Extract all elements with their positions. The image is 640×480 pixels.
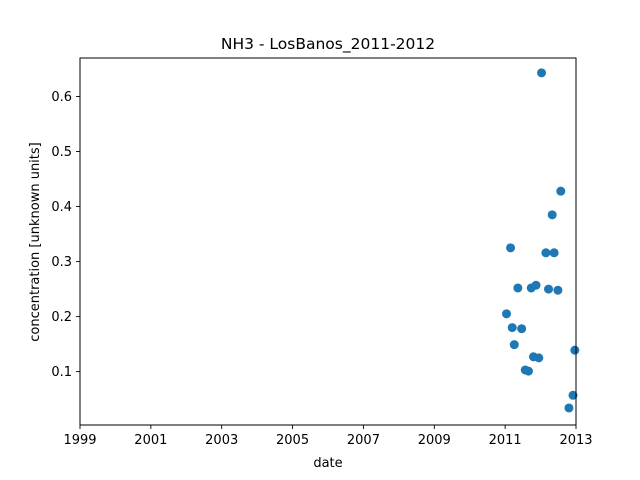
data-point	[531, 280, 541, 290]
data-point	[507, 323, 517, 333]
x-tick-label: 2005	[276, 433, 309, 448]
data-point	[502, 309, 512, 319]
x-tick-label: 1999	[63, 433, 96, 448]
x-tick-label: 2013	[559, 433, 592, 448]
data-point	[570, 345, 580, 355]
y-axis-label: concentration [unknown units]	[28, 142, 43, 341]
y-tick-label: 0.5	[51, 145, 72, 160]
plot-area: 1999 2001 2003 2005 2007 2009 2011 2013 0.1 0.2 0.…	[51, 57, 593, 448]
x-tick-label: 2011	[489, 433, 522, 448]
axes-frame	[79, 57, 577, 426]
data-point	[523, 366, 533, 376]
data-point	[556, 186, 566, 196]
data-point	[513, 283, 523, 293]
y-tick-label: 0.6	[51, 90, 72, 105]
chart-title: NH3 - LosBanos_2011-2012	[221, 35, 435, 54]
data-point	[564, 403, 574, 413]
y-tick-label: 0.1	[51, 365, 72, 380]
y-tick-label: 0.2	[51, 310, 72, 325]
y-tick-label: 0.3	[51, 255, 72, 270]
data-point	[509, 340, 519, 350]
data-point	[547, 210, 557, 220]
data-point	[517, 324, 527, 334]
data-point	[537, 68, 547, 78]
x-axis-label: date	[313, 456, 342, 471]
data-point	[506, 243, 516, 253]
x-tick-label: 2001	[134, 433, 167, 448]
data-point	[553, 285, 563, 295]
data-point	[541, 248, 551, 258]
x-tick-label: 2003	[205, 433, 238, 448]
y-tick-label: 0.4	[51, 200, 72, 215]
x-tick-label: 2009	[418, 433, 451, 448]
data-point	[534, 353, 544, 363]
data-point	[549, 248, 559, 258]
data-point	[568, 390, 578, 400]
x-tick-label: 2007	[347, 433, 380, 448]
data-point	[544, 284, 554, 294]
